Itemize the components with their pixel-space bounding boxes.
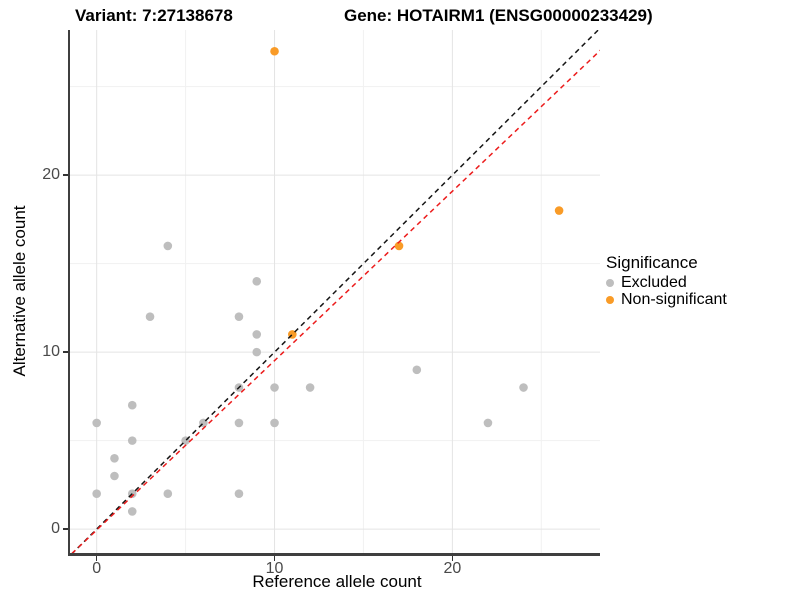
x-tick-label: 0	[92, 560, 102, 577]
legend-item-label: Non-significant	[621, 291, 727, 308]
data-point-excluded	[145, 312, 155, 322]
legend-item-non-significant: Non-significant	[606, 291, 796, 308]
data-point-excluded	[252, 330, 262, 339]
y-tick-mark	[63, 174, 68, 176]
data-point-excluded	[252, 347, 262, 357]
y-tick-label: 0	[51, 520, 60, 538]
data-point-excluded	[234, 312, 244, 322]
data-point-excluded	[92, 489, 101, 499]
y-axis-label: Alternative allele count	[10, 205, 29, 377]
x-tick-label: 10	[265, 560, 284, 577]
non-significant-marker-icon	[606, 295, 614, 304]
data-point-excluded	[305, 383, 315, 392]
excluded-marker-icon	[606, 278, 614, 287]
legend: Significance Excluded Non-significant	[606, 252, 796, 308]
x-tick-mark	[451, 555, 454, 561]
data-point-excluded	[270, 383, 279, 392]
variant-title: Variant: 7:27138678	[75, 6, 233, 25]
x-axis-label: Reference allele count	[252, 572, 422, 591]
x-tick-mark	[95, 555, 98, 561]
data-point-excluded	[163, 241, 173, 251]
y-tick-mark	[63, 528, 68, 530]
gene-title: Gene: HOTAIRM1 (ENSG00000233429)	[344, 6, 653, 25]
data-point-excluded	[234, 418, 244, 428]
regression-line	[71, 49, 600, 553]
data-point-non-significant	[394, 241, 404, 251]
legend-item-excluded: Excluded	[606, 274, 796, 291]
y-tick-label: 10	[42, 343, 60, 361]
data-point-excluded	[519, 383, 528, 392]
data-point-excluded	[270, 418, 279, 428]
data-point-non-significant	[270, 46, 279, 56]
y-tick-label: 20	[42, 166, 60, 184]
data-point-excluded	[110, 454, 119, 463]
y-axis-line	[68, 30, 70, 556]
data-point-excluded	[127, 436, 137, 445]
data-point-excluded	[412, 365, 422, 375]
plot-canvas	[70, 30, 600, 553]
data-point-non-significant	[554, 206, 564, 215]
data-point-excluded	[483, 418, 493, 428]
x-tick-label: 20	[443, 560, 462, 577]
data-point-excluded	[110, 471, 119, 481]
legend-item-label: Excluded	[621, 274, 687, 291]
y-tick-mark	[63, 351, 68, 353]
data-point-excluded	[252, 277, 262, 286]
identity-line	[71, 30, 600, 553]
x-axis-line	[68, 553, 600, 556]
data-point-excluded	[163, 489, 173, 499]
x-tick-mark	[273, 555, 276, 561]
data-point-excluded	[234, 489, 244, 499]
plot-panel	[70, 30, 600, 553]
data-point-excluded	[127, 507, 137, 516]
data-point-excluded	[92, 418, 101, 428]
data-point-excluded	[127, 400, 137, 410]
legend-title: Significance	[606, 253, 698, 272]
